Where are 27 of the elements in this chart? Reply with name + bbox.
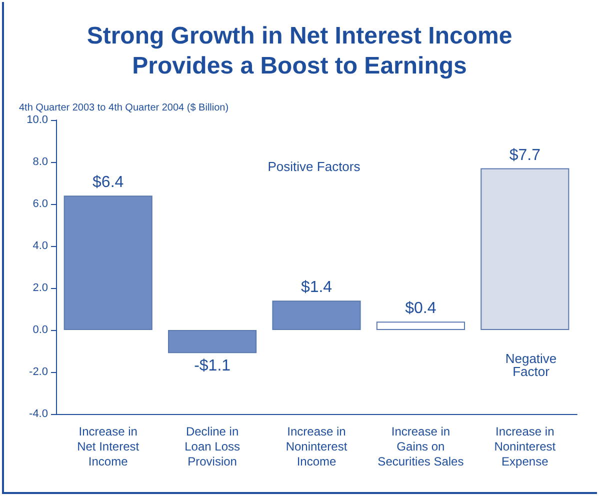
x-tick-label: Increase in Noninterest Expense	[494, 424, 556, 468]
bar	[64, 196, 152, 330]
y-tick-label: -4.0	[29, 408, 48, 420]
y-tick-label: 0.0	[32, 324, 48, 336]
data-label: $7.7	[509, 146, 541, 164]
y-tick-label: 2.0	[32, 282, 48, 294]
chart-subtitle: 4th Quarter 2003 to 4th Quarter 2004 ($ Billion)	[19, 102, 229, 114]
x-tick-label: Increase in Net Interest Income	[77, 424, 140, 468]
y-tick-label: 6.0	[32, 198, 48, 210]
bar	[480, 168, 570, 330]
bar	[272, 300, 361, 330]
y-tick-label: -2.0	[29, 366, 48, 378]
x-tick-label: Increase in Gains on Securities Sales	[378, 424, 464, 468]
annotation: Positive Factors	[268, 159, 361, 174]
annotation: Negative Factor	[505, 351, 557, 379]
bar	[168, 330, 257, 354]
bar	[376, 322, 465, 330]
data-label: -$1.1	[194, 358, 231, 375]
y-tick-label: 8.0	[32, 156, 48, 168]
data-label: $1.4	[300, 279, 332, 296]
data-label: $0.4	[405, 300, 436, 318]
x-tick-label: Increase in Noninterest Income	[286, 424, 348, 468]
y-tick-label: 10.0	[26, 114, 48, 126]
data-label: $6.4	[92, 174, 124, 192]
x-tick-label: Decline in Loan Loss Provision	[184, 424, 240, 468]
y-tick-label: 4.0	[32, 240, 48, 252]
chart-title: Strong Growth in Net Interest Income Provides a Boost to Earnings	[86, 22, 512, 80]
